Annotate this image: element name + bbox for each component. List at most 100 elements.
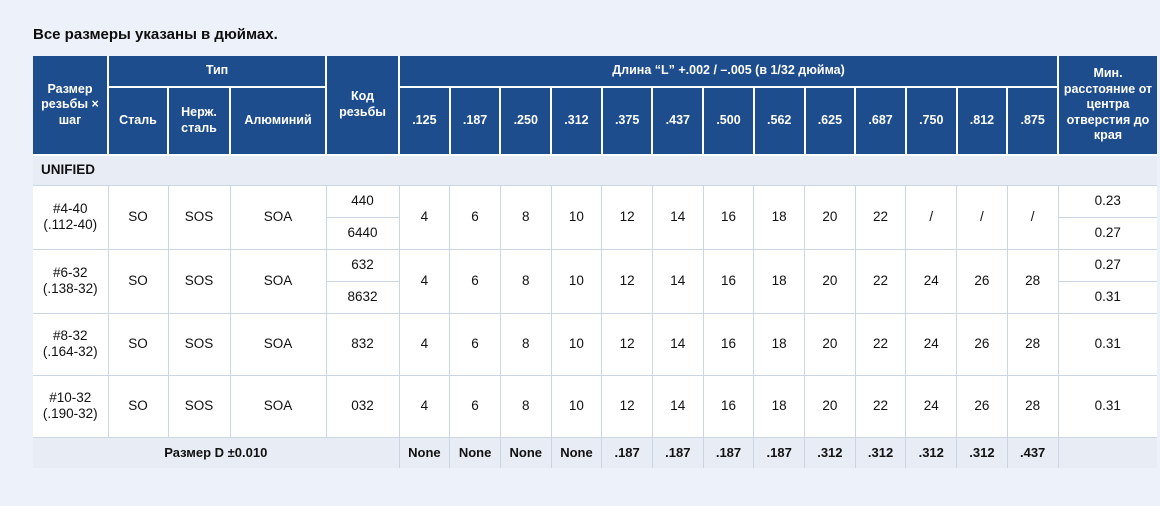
length-cell: 20 <box>804 248 856 314</box>
col-header-length-312: .312 <box>550 86 603 156</box>
length-cell: 28 <box>1006 312 1059 376</box>
length-cell: 14 <box>651 184 704 250</box>
length-cell: 10 <box>550 248 603 314</box>
length-cell: 8 <box>499 312 552 376</box>
stainless-type-cell: SOS <box>167 312 231 376</box>
spec-table: Размер резьбы × шаг Тип Код резьбы Длина… <box>32 55 1158 469</box>
length-cell: 28 <box>1006 248 1059 314</box>
length-cell: 10 <box>550 312 603 376</box>
table-row: 8632 0.31 <box>33 280 1158 314</box>
page-title: Все размеры указаны в дюймах. <box>33 26 278 43</box>
length-cell: 22 <box>854 374 907 438</box>
min-distance-cell: 0.27 <box>1057 216 1158 250</box>
length-cell: 20 <box>804 184 856 250</box>
col-header-aluminum: Алюминий <box>228 86 328 156</box>
footer-value-cell: .187 <box>651 436 704 469</box>
length-cell: 12 <box>601 312 653 376</box>
length-cell: 12 <box>601 184 653 250</box>
footer-value-cell: .312 <box>905 436 958 469</box>
stainless-type-cell: SOS <box>167 184 231 250</box>
length-cell: 8 <box>499 374 552 438</box>
stainless-type-cell: SOS <box>167 374 231 438</box>
footer-empty-cell <box>1057 436 1158 469</box>
section-row-unified: UNIFIED <box>32 154 1158 186</box>
col-header-length-687: .687 <box>854 86 907 156</box>
length-cell: 6 <box>449 374 501 438</box>
col-header-code: Код резьбы <box>325 55 401 156</box>
min-distance-cell: 0.23 <box>1057 184 1158 218</box>
footer-value-cell: None <box>449 436 501 469</box>
length-cell: 26 <box>956 374 1008 438</box>
length-cell: 16 <box>702 374 755 438</box>
length-cell: 18 <box>753 184 806 250</box>
length-cell: 14 <box>651 374 704 438</box>
col-header-length-812: .812 <box>955 86 1009 156</box>
table-row: 6440 0.27 <box>33 216 1158 250</box>
footer-value-cell: .187 <box>601 436 653 469</box>
col-header-length-562: .562 <box>752 86 806 156</box>
col-header-length-187: .187 <box>448 86 502 156</box>
thread-code-cell: 8632 <box>325 280 400 314</box>
col-header-length-375: .375 <box>600 86 654 156</box>
col-header-length-875: .875 <box>1006 86 1059 156</box>
footer-value-cell: None <box>550 436 603 469</box>
footer-value-cell: None <box>398 436 451 469</box>
length-cell: 16 <box>702 248 755 314</box>
length-cell: 20 <box>804 374 856 438</box>
stainless-type-cell: SOS <box>167 248 231 314</box>
header-row-columns: Сталь Нерж. сталь Алюминий .125 .187 .25… <box>33 86 1157 156</box>
thread-code-cell: 632 <box>325 248 400 282</box>
col-header-min-distance: Мин. расстояние от центра отверстия до к… <box>1057 55 1158 156</box>
thread-code-cell: 832 <box>325 312 400 376</box>
aluminum-type-cell: SOA <box>229 184 327 250</box>
col-header-steel: Сталь <box>107 86 169 156</box>
footer-row: Размер D ±0.010 None None None None .187… <box>32 436 1158 469</box>
steel-type-cell: SO <box>107 374 169 438</box>
length-cell: 4 <box>398 248 451 314</box>
col-header-length-250: .250 <box>499 86 553 156</box>
length-cell: 22 <box>854 312 907 376</box>
length-cell: / <box>956 184 1008 250</box>
length-cell: 26 <box>956 312 1008 376</box>
steel-type-cell: SO <box>107 184 169 250</box>
footer-value-cell: .312 <box>804 436 856 469</box>
length-cell: 28 <box>1006 374 1059 438</box>
size-cell: #6-32 (.138-32) <box>32 248 109 314</box>
table-row: #10-32 (.190-32) SO SOS SOA 032 4 6 8 10… <box>32 374 1158 438</box>
length-cell: 14 <box>651 248 704 314</box>
length-cell: 6 <box>449 312 501 376</box>
footer-value-cell: .312 <box>854 436 907 469</box>
aluminum-type-cell: SOA <box>229 312 327 376</box>
length-cell: / <box>905 184 958 250</box>
footer-value-cell: None <box>499 436 552 469</box>
length-cell: 24 <box>905 374 958 438</box>
thread-code-cell: 6440 <box>325 216 400 250</box>
length-cell: 4 <box>398 374 451 438</box>
footer-label-cell: Размер D ±0.010 <box>32 436 400 469</box>
length-cell: 24 <box>905 312 958 376</box>
col-header-type: Тип <box>106 55 328 88</box>
length-cell: 10 <box>550 374 603 438</box>
size-cell: #4-40 (.112-40) <box>32 184 109 250</box>
min-distance-cell: 0.31 <box>1057 280 1158 314</box>
length-cell: 16 <box>702 312 755 376</box>
col-header-length-625: .625 <box>803 86 857 156</box>
thread-code-cell: 440 <box>325 184 400 218</box>
steel-type-cell: SO <box>107 248 169 314</box>
footer-value-cell: .187 <box>753 436 806 469</box>
steel-type-cell: SO <box>107 312 169 376</box>
length-cell: 18 <box>753 312 806 376</box>
col-header-length-125: .125 <box>398 86 451 156</box>
length-cell: 6 <box>449 248 501 314</box>
section-header-cell: UNIFIED <box>32 154 1158 186</box>
size-cell: #10-32 (.190-32) <box>32 374 109 438</box>
length-cell: 4 <box>398 184 451 250</box>
col-header-stainless: Нерж. сталь <box>167 86 231 156</box>
col-header-length: Длина “L” +.002 / –.005 (в 1/32 дюйма) <box>398 55 1059 88</box>
thread-code-cell: 032 <box>325 374 400 438</box>
length-cell: 18 <box>753 248 806 314</box>
table-row: #8-32 (.164-32) SO SOS SOA 832 4 6 8 10 … <box>32 312 1158 376</box>
col-header-length-500: .500 <box>702 86 755 156</box>
length-cell: 14 <box>651 312 704 376</box>
